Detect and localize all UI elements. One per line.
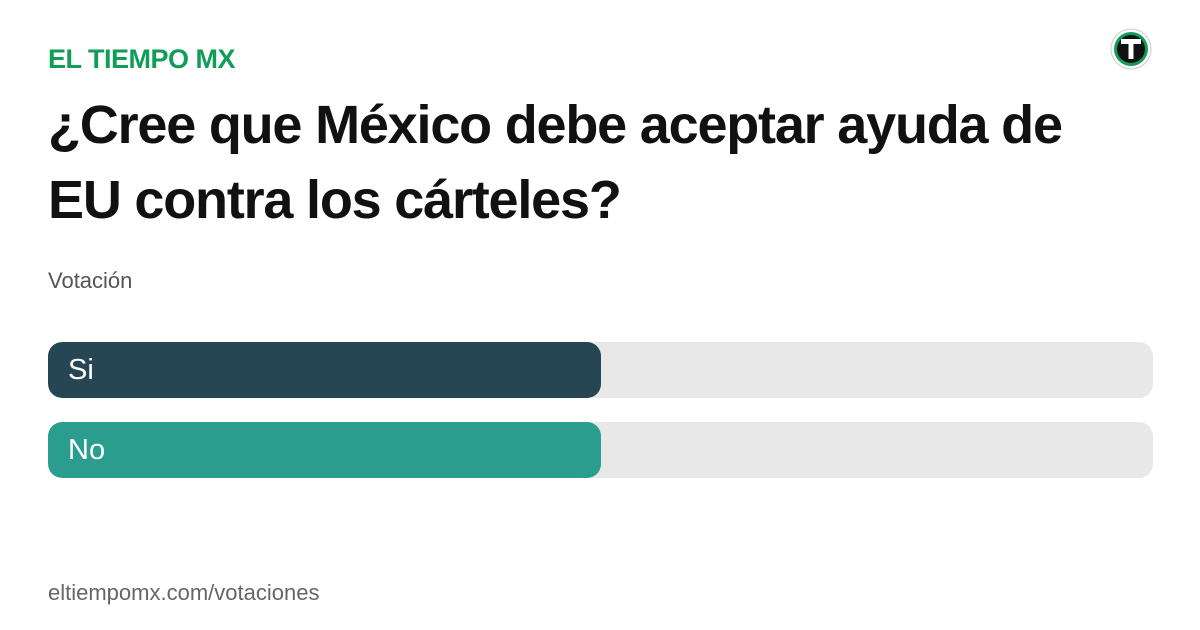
brand: EL TIEMPO MX xyxy=(48,44,236,74)
bar-track: Si xyxy=(48,342,1153,398)
bar-label: Si xyxy=(68,354,94,386)
title: ¿Cree que México debe aceptar ayuda de E… xyxy=(48,95,1063,230)
bar xyxy=(48,422,601,478)
bar-track: No xyxy=(48,422,1153,478)
url: eltiempomx.com/votaciones xyxy=(48,580,320,605)
bars: Si No xyxy=(48,342,1153,502)
bar xyxy=(48,342,601,398)
subtitle: Votación xyxy=(48,268,133,293)
bar-label: No xyxy=(68,434,106,466)
logo xyxy=(1110,28,1152,70)
